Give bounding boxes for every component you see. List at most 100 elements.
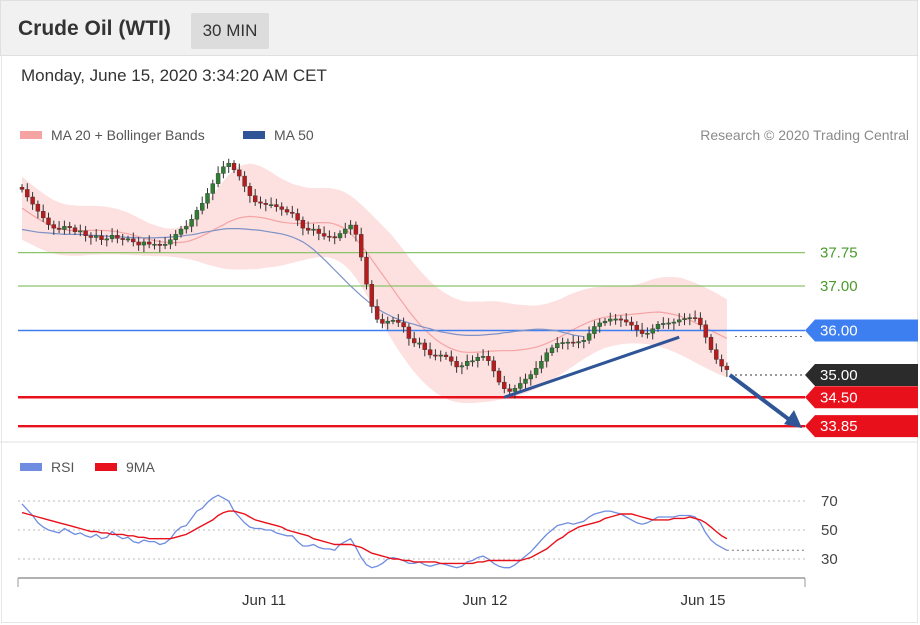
candle-body [263, 203, 268, 205]
level-34-50-tag [805, 386, 918, 409]
support-trendline [503, 335, 680, 399]
candle-body [136, 241, 141, 246]
candle-body [215, 173, 221, 184]
candle-body [597, 322, 602, 327]
candle-body [189, 219, 194, 227]
candle-body [555, 343, 560, 349]
candle-body [306, 227, 311, 231]
level-35-00-label: 35.00 [820, 367, 858, 384]
candle-body [480, 356, 486, 358]
candle-body [327, 235, 332, 238]
interval-button[interactable]: 30 MIN [191, 13, 269, 49]
x-tick-label: Jun 15 [680, 592, 725, 609]
candle-body [157, 243, 163, 246]
candle-body [650, 328, 655, 334]
candle-body [412, 338, 417, 344]
candle-body [226, 162, 231, 167]
candle-body [427, 349, 433, 356]
candle-body [210, 183, 216, 194]
candle-body [242, 175, 247, 187]
candle-body [639, 329, 645, 334]
candle-body [374, 306, 380, 320]
candle-body [30, 196, 35, 205]
candle-body [602, 320, 608, 324]
candle-body [496, 370, 502, 383]
candle-body [51, 224, 56, 229]
legend-rsi-label: RSI [51, 459, 75, 475]
candle-body [332, 236, 337, 239]
candle-body [62, 226, 67, 230]
x-tick-label: Jun 12 [462, 592, 507, 609]
candle-body [385, 320, 390, 324]
candle-body [560, 342, 565, 344]
candle-body [465, 361, 470, 366]
projection-arrow-head [784, 410, 802, 429]
candle-body [184, 226, 189, 230]
candle-body [634, 324, 639, 331]
candle-body [571, 341, 576, 344]
ma20-swatch-icon [20, 131, 42, 139]
candle-body [528, 374, 533, 380]
candle-body [125, 238, 131, 241]
candle-body [279, 206, 284, 210]
legend-ma50-label: MA 50 [274, 127, 314, 143]
level-37-75-label: 37.75 [820, 245, 858, 262]
candle-body [539, 361, 544, 369]
chart-header: Crude Oil (WTI) 30 MIN [0, 0, 918, 56]
candle-body [390, 320, 396, 322]
candle-body [131, 238, 136, 243]
candle-body [337, 233, 343, 239]
candle-body [396, 320, 401, 323]
candle-body [247, 186, 253, 196]
candle-body [576, 341, 581, 344]
candle-body [475, 357, 480, 361]
timestamp: Monday, June 15, 2020 3:34:20 AM CET [21, 66, 327, 85]
candle-body [470, 360, 475, 363]
candle-body [258, 201, 263, 204]
candle-body [613, 318, 618, 321]
candle-body [99, 235, 104, 240]
candle-body [608, 318, 613, 322]
candle-body [443, 354, 449, 357]
candle-body [523, 378, 528, 384]
bollinger-band [22, 163, 727, 403]
candle-body [41, 211, 46, 219]
candle-body [93, 235, 99, 238]
candle-body [687, 317, 692, 319]
candle-body [284, 209, 290, 213]
candle-body [433, 354, 438, 357]
candle-body [25, 189, 30, 198]
rsi-ma-line [21, 510, 728, 565]
rsi-line [21, 494, 728, 569]
candle-body [252, 195, 258, 203]
candle-body [666, 322, 671, 325]
candle-body [152, 243, 157, 246]
candle-body [491, 360, 496, 372]
candle-body [199, 203, 205, 211]
candle-body [120, 238, 125, 240]
candle-body [401, 322, 406, 328]
candle-body [205, 193, 210, 204]
candle-body [459, 365, 465, 368]
candle-body [115, 235, 120, 239]
candle-body [173, 234, 178, 240]
candle-body [671, 321, 677, 324]
candle-body [83, 230, 88, 236]
candle-body [512, 388, 518, 392]
candle-body [703, 324, 708, 338]
candle-body [321, 233, 327, 237]
candle-body [162, 243, 168, 246]
ma20-line [21, 207, 728, 353]
candle-body [565, 341, 571, 344]
rsi-tick-70: 70 [821, 493, 838, 510]
level-33-85-tag [805, 415, 918, 438]
level-36-00-label: 36.00 [820, 323, 858, 340]
candle-body [449, 356, 454, 362]
candle-body [78, 230, 83, 233]
candle-body [655, 324, 661, 329]
candle-body [417, 342, 422, 345]
candle-body [364, 256, 369, 285]
candle-body [295, 213, 300, 221]
legend-ma20: MA 20 + Bollinger Bands [20, 127, 205, 143]
